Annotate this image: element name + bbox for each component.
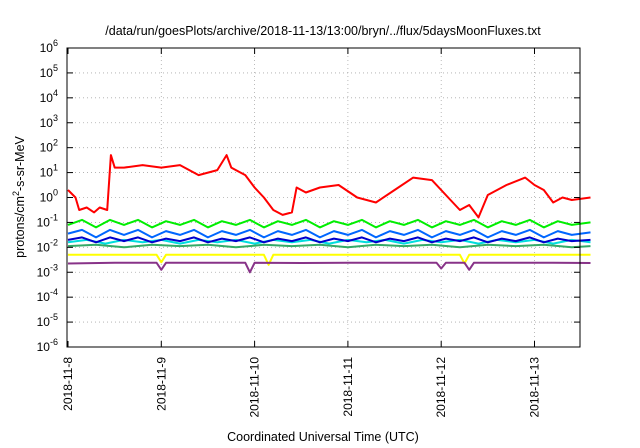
y-tick-label: 10-2 [37,237,58,254]
series-line-3 [67,228,591,239]
y-tick-labels: 10-6 10-5 10-4 10-3 10-2 10-1 100 101 102 103 104 1… [37,38,58,354]
series-line-1 [67,154,591,219]
x-tick-label: 2018-11-13 [528,357,542,418]
y-axis-label: protons/cm2-s-sr-MeV [11,135,27,257]
series-layer [67,154,591,274]
series-line-5 [67,236,591,244]
y-tick-label: 100 [40,188,58,205]
y-tick-label: 10-3 [37,262,58,279]
x-tick-label: 2018-11-8 [61,357,75,411]
x-tick-label: 2018-11-10 [248,357,262,418]
y-tick-label: 101 [40,163,58,180]
y-tick-label: 102 [40,138,58,155]
axis-ticks [67,47,580,348]
x-tick-label: 2018-11-9 [154,357,168,411]
x-tick-label: 2018-11-11 [341,357,355,417]
y-tick-label: 103 [40,113,58,130]
y-tick-label: 10-4 [37,287,58,304]
y-tick-label: 104 [40,88,58,105]
grid-lines [67,48,580,347]
series-line-6 [67,243,591,249]
x-tick-labels: 2018-11-8 2018-11-9 2018-11-10 2018-11-11 20… [61,357,542,418]
x-tick-label: 2018-11-12 [434,357,448,418]
chart-title: /data/run/goesPlots/archive/2018-11-13/1… [105,24,541,38]
y-tick-label: 10-1 [37,212,58,229]
series-line-8 [67,261,591,274]
x-axis-label: Coordinated Universal Time (UTC) [227,430,419,444]
y-tick-label: 10-5 [37,312,58,329]
y-tick-label: 106 [40,38,58,55]
series-line-2 [67,218,591,229]
y-tick-label: 105 [40,63,58,80]
y-tick-label: 10-6 [37,337,58,354]
series-line-7 [68,253,591,266]
